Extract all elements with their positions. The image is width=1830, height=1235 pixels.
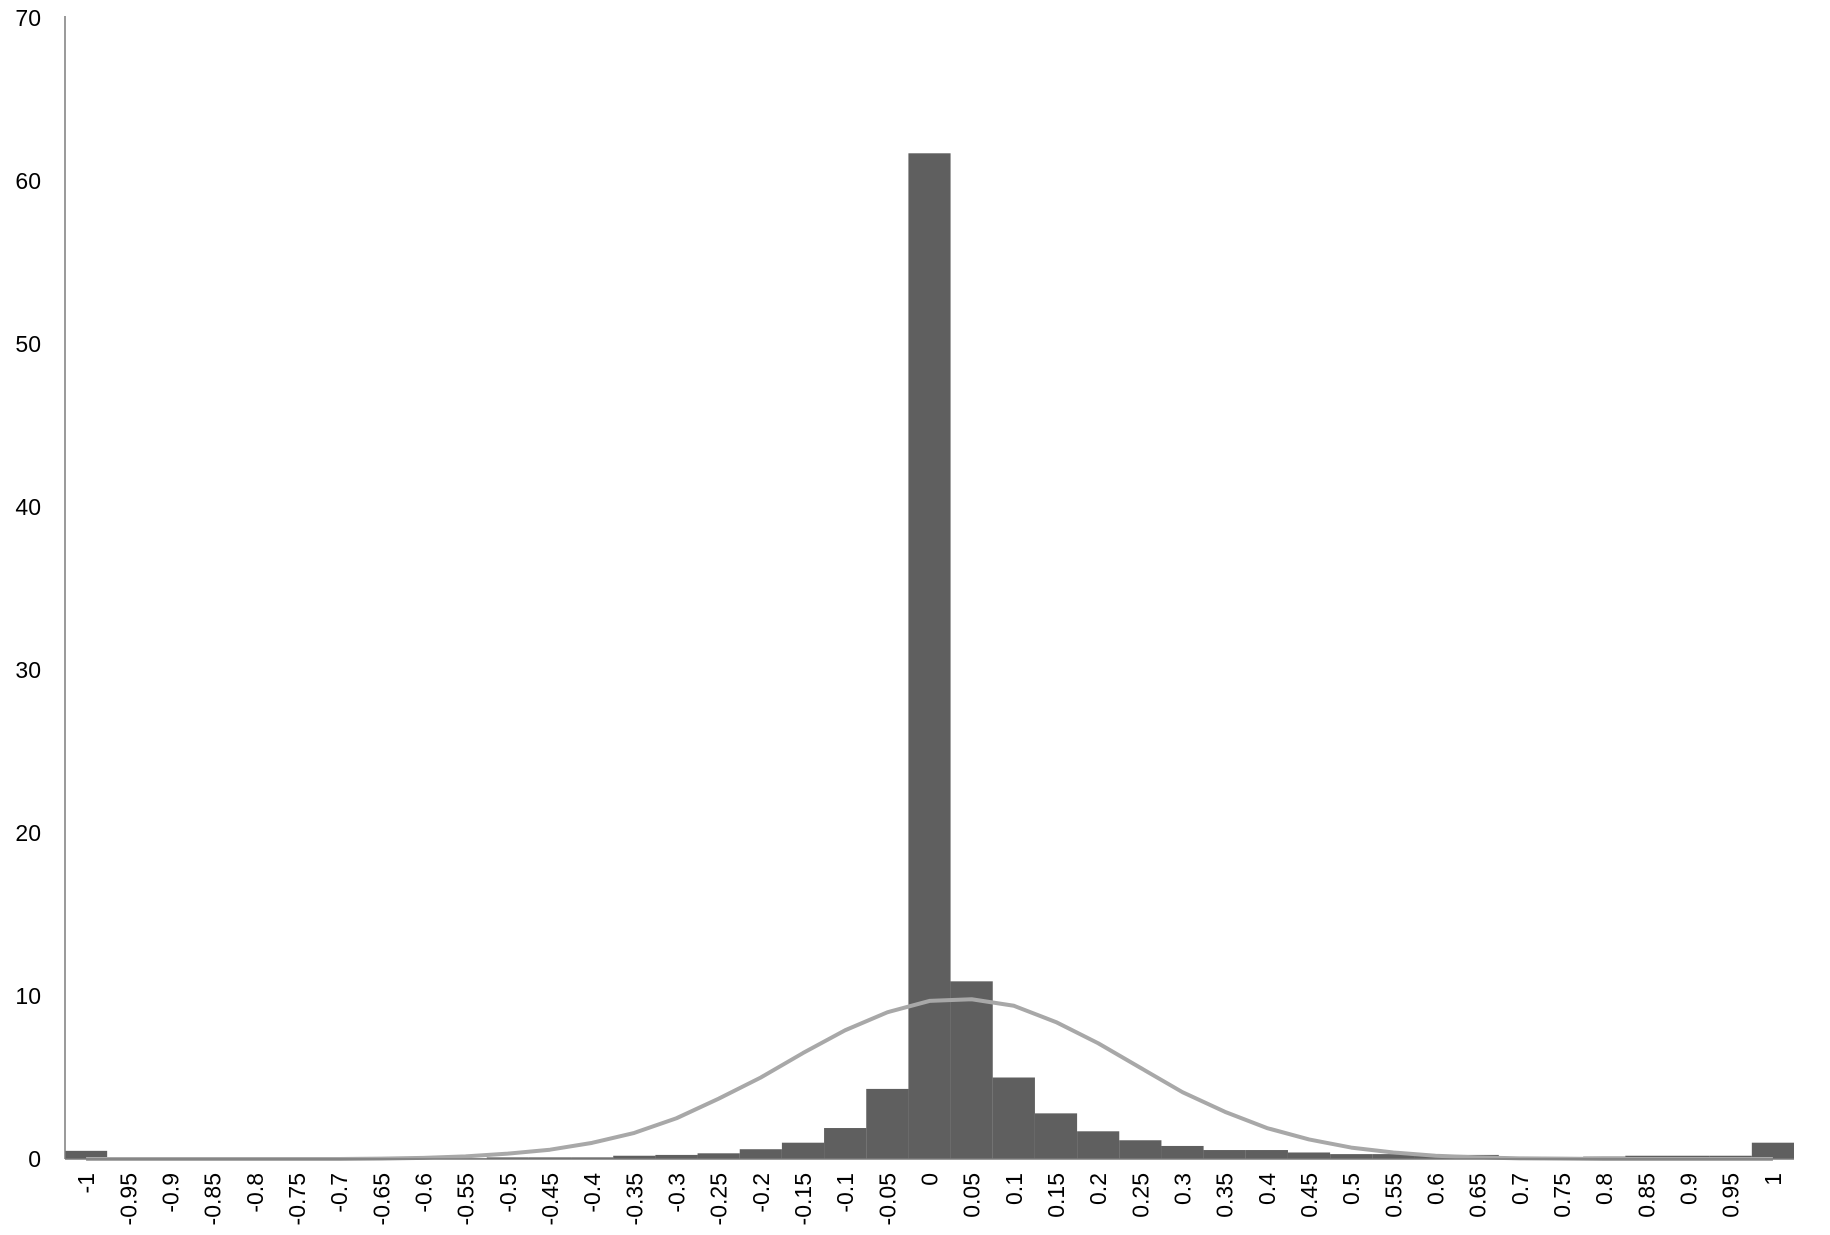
x-tick-label--1: -1 xyxy=(73,1173,99,1193)
bar-0.15 xyxy=(1034,1113,1078,1159)
x-tick-label-0.9: 0.9 xyxy=(1676,1173,1702,1205)
x-tick-label--0.4: -0.4 xyxy=(579,1173,605,1213)
bar--0.15 xyxy=(781,1142,825,1159)
x-tick-label--0.45: -0.45 xyxy=(537,1173,563,1225)
bar--0.35 xyxy=(613,1155,656,1159)
x-tick-label-0.05: 0.05 xyxy=(959,1173,985,1218)
y-axis-tick-labels: 0 10 20 30 40 50 60 70 xyxy=(15,5,41,1172)
x-tick-label-0.7: 0.7 xyxy=(1507,1173,1533,1205)
bar--0.05 xyxy=(866,1088,909,1159)
x-tick-label--0.7: -0.7 xyxy=(326,1173,352,1213)
y-tick-label-30: 30 xyxy=(15,657,41,683)
y-tick-label-70: 70 xyxy=(15,5,41,31)
x-tick-label-0.1: 0.1 xyxy=(1001,1173,1027,1205)
bar--0.1 xyxy=(824,1128,867,1159)
x-tick-label-1: 1 xyxy=(1760,1173,1786,1186)
x-tick-label--0.9: -0.9 xyxy=(157,1173,183,1213)
x-tick-label--0.2: -0.2 xyxy=(748,1173,774,1213)
bar-0.25 xyxy=(1119,1140,1162,1159)
bar-0 xyxy=(908,153,951,1160)
x-tick-label--0.35: -0.35 xyxy=(621,1173,647,1225)
bar-0.45 xyxy=(1287,1152,1331,1159)
y-tick-label-60: 60 xyxy=(15,168,41,194)
bar-0.5 xyxy=(1330,1154,1373,1159)
x-tick-label-0.15: 0.15 xyxy=(1043,1173,1069,1218)
x-tick-label-0.45: 0.45 xyxy=(1296,1173,1322,1218)
x-tick-label-0.95: 0.95 xyxy=(1718,1173,1744,1218)
bar-0.1 xyxy=(992,1077,1035,1159)
bar-1 xyxy=(1751,1142,1794,1159)
bar--0.3 xyxy=(655,1154,698,1159)
x-tick-label--0.55: -0.55 xyxy=(453,1173,479,1225)
x-tick-label-0.35: 0.35 xyxy=(1212,1173,1238,1218)
bar-0.55 xyxy=(1372,1154,1415,1159)
x-tick-label-0.85: 0.85 xyxy=(1633,1173,1659,1218)
x-tick-label-0: 0 xyxy=(917,1173,943,1186)
x-tick-label-0.8: 0.8 xyxy=(1591,1173,1617,1205)
bar--0.45 xyxy=(528,1157,572,1159)
x-tick-label--0.1: -0.1 xyxy=(832,1173,858,1213)
bar--0.4 xyxy=(571,1157,614,1159)
x-tick-label--0.3: -0.3 xyxy=(663,1173,689,1213)
x-tick-label-0.65: 0.65 xyxy=(1465,1173,1491,1218)
x-tick-label-0.2: 0.2 xyxy=(1085,1173,1111,1205)
y-tick-label-50: 50 xyxy=(15,331,41,357)
bar-0.3 xyxy=(1161,1145,1204,1159)
bar-0.05 xyxy=(950,981,993,1159)
x-tick-label-0.3: 0.3 xyxy=(1170,1173,1196,1205)
bars-layer xyxy=(65,153,1794,1160)
x-tick-label-0.25: 0.25 xyxy=(1127,1173,1153,1218)
x-tick-label-0.4: 0.4 xyxy=(1254,1173,1280,1205)
y-tick-label-0: 0 xyxy=(28,1146,41,1172)
x-tick-label--0.5: -0.5 xyxy=(495,1173,521,1213)
x-tick-label-0.55: 0.55 xyxy=(1380,1173,1406,1218)
bar--1 xyxy=(65,1150,108,1159)
bar--0.5 xyxy=(486,1157,529,1159)
x-tick-label--0.05: -0.05 xyxy=(874,1173,900,1225)
x-tick-label-0.5: 0.5 xyxy=(1338,1173,1364,1205)
bar-0.35 xyxy=(1203,1150,1246,1159)
bar--0.25 xyxy=(697,1153,740,1159)
x-tick-label--0.95: -0.95 xyxy=(115,1173,141,1225)
axes-layer xyxy=(64,16,1794,1160)
x-tick-label-0.75: 0.75 xyxy=(1549,1173,1575,1218)
x-tick-label--0.85: -0.85 xyxy=(200,1173,226,1225)
x-tick-label--0.25: -0.25 xyxy=(706,1173,732,1225)
x-tick-label--0.75: -0.75 xyxy=(284,1173,310,1225)
bar-0.2 xyxy=(1077,1131,1120,1159)
bar-0.4 xyxy=(1245,1150,1288,1159)
x-tick-label--0.8: -0.8 xyxy=(242,1173,268,1213)
y-tick-label-20: 20 xyxy=(15,820,41,846)
x-tick-label--0.15: -0.15 xyxy=(790,1173,816,1225)
bar--0.2 xyxy=(739,1149,782,1159)
x-axis-tick-labels: -1 -0.95 -0.9 -0.85 -0.8 -0.75 -0.7 -0.65 -0.6 -0… xyxy=(73,1173,1786,1226)
y-tick-label-40: 40 xyxy=(15,494,41,520)
x-tick-label-0.6: 0.6 xyxy=(1423,1173,1449,1205)
x-tick-label--0.6: -0.6 xyxy=(410,1173,436,1213)
y-tick-label-10: 10 xyxy=(15,983,41,1009)
x-tick-label--0.65: -0.65 xyxy=(368,1173,394,1225)
